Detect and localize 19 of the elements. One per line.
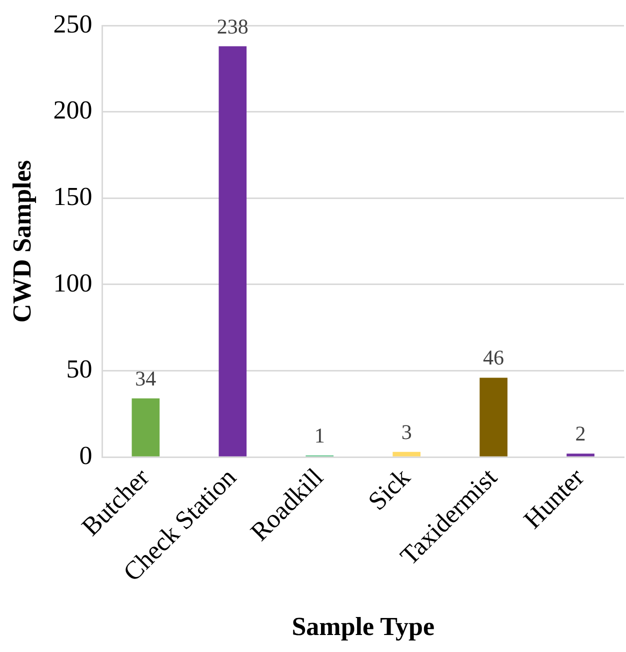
bar <box>218 46 247 456</box>
data-label: 3 <box>401 420 412 444</box>
data-label: 238 <box>216 14 248 38</box>
y-tick-label: 200 <box>53 96 92 125</box>
bar <box>480 378 508 456</box>
bar <box>132 398 160 456</box>
data-label: 2 <box>575 422 586 446</box>
y-tick-label: 250 <box>53 9 92 38</box>
y-tick-label: 0 <box>79 440 92 470</box>
data-label: 46 <box>483 346 504 370</box>
y-tick-label: 150 <box>53 182 92 212</box>
data-label: 1 <box>314 423 325 448</box>
y-axis-title: CWD Samples <box>7 160 36 323</box>
y-tick-label: 50 <box>66 354 92 384</box>
bar <box>566 454 594 456</box>
x-axis-title: Sample Type <box>292 612 434 642</box>
bar <box>392 452 420 456</box>
y-tick-label: 100 <box>53 268 92 298</box>
data-label: 34 <box>135 366 157 390</box>
